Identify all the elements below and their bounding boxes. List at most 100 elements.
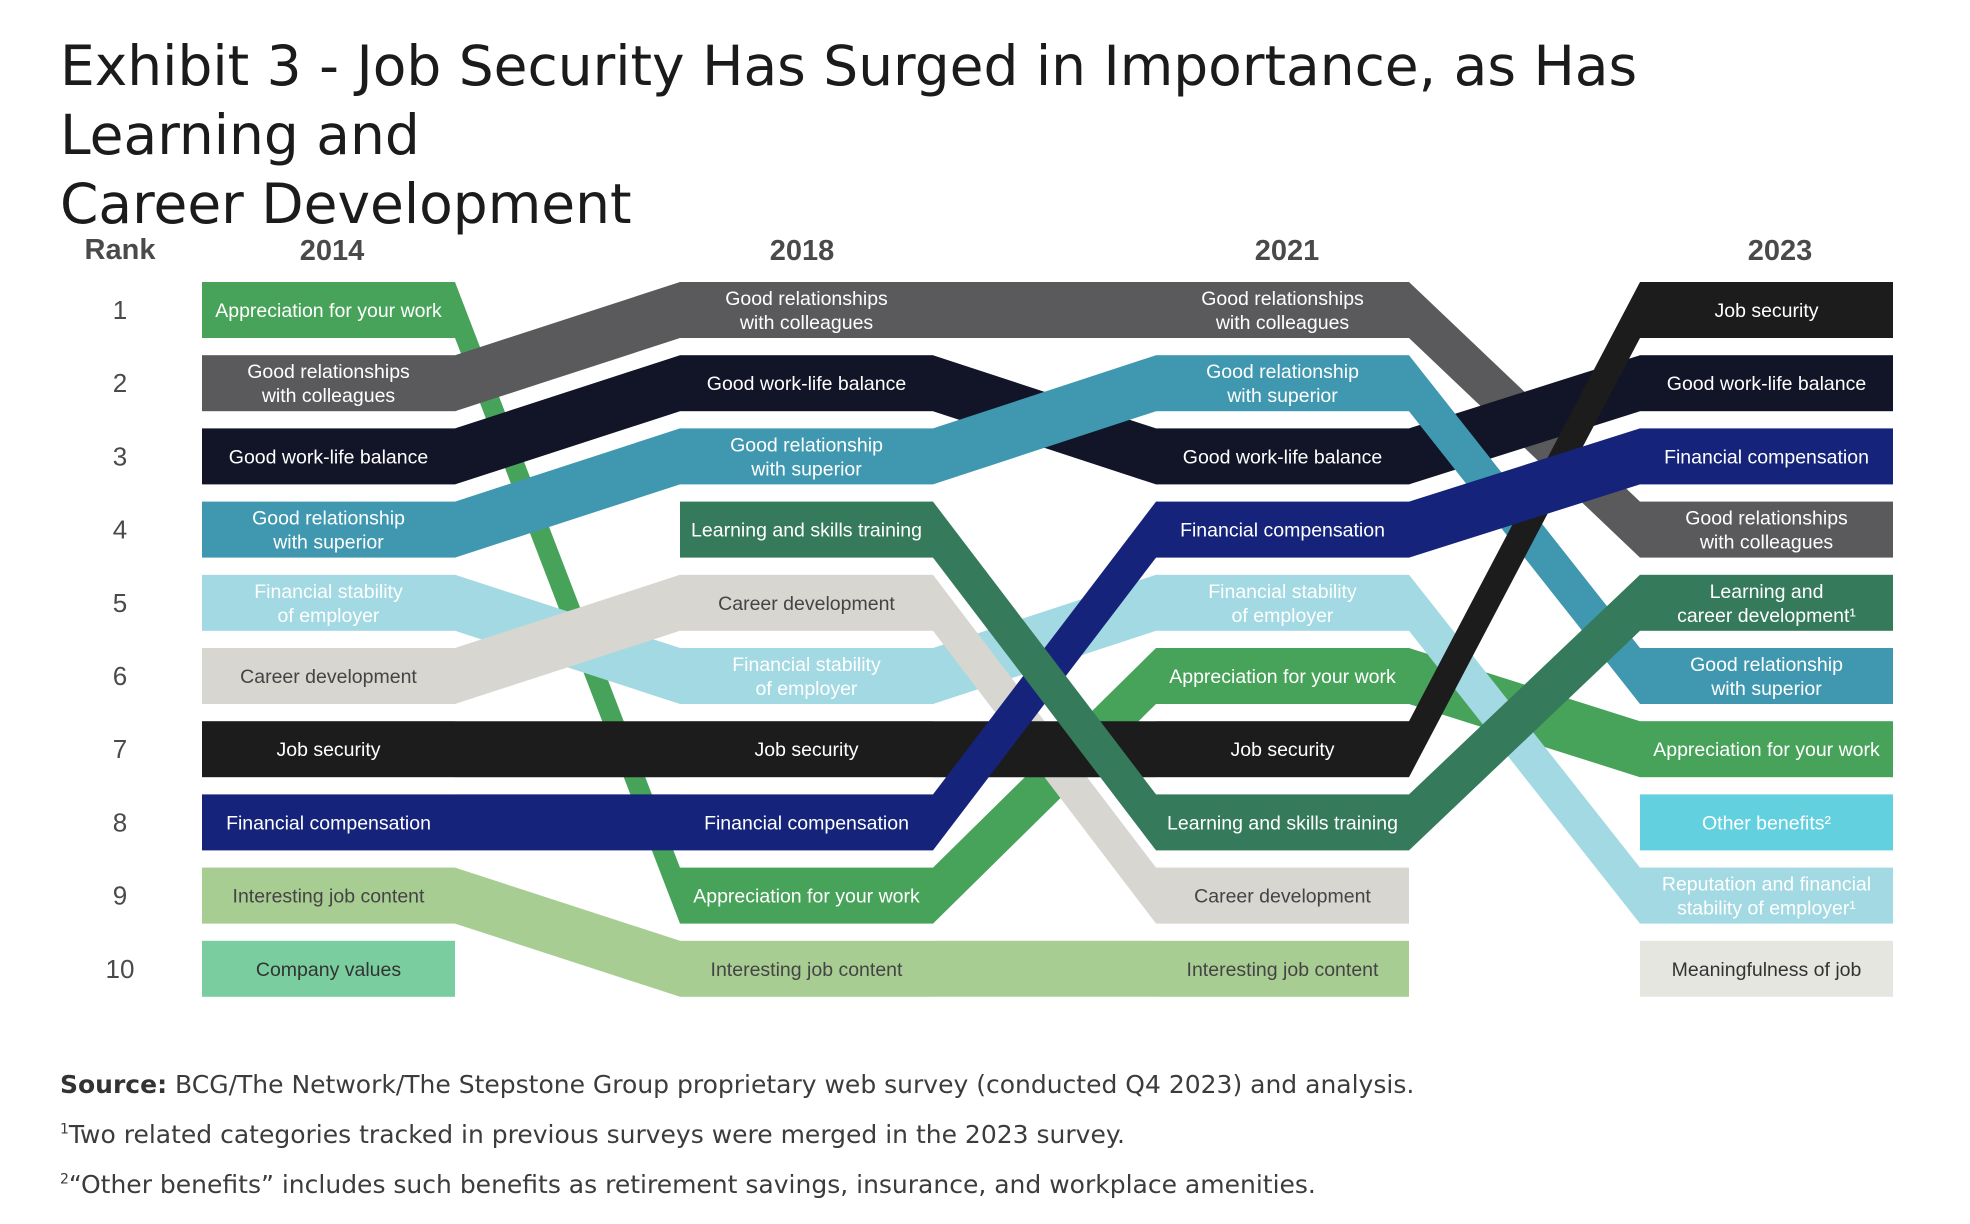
box-career-2021 <box>1156 867 1409 924</box>
ribbon-security <box>455 721 680 778</box>
label-worklife-2023: Good work-life balance <box>1667 373 1866 395</box>
footnote-2-mark: 2 <box>60 1171 69 1188</box>
ribbon-content <box>455 867 680 997</box>
rank-label-2: 2 <box>113 368 127 398</box>
rank-label-5: 5 <box>113 588 127 618</box>
box-security-2023 <box>1640 282 1893 338</box>
box-content-2021 <box>1156 940 1409 997</box>
label-content-2014: Interesting job content <box>233 886 425 908</box>
box-compensation-2018 <box>680 794 933 851</box>
ribbon-career <box>455 574 680 704</box>
label-colleagues-2018: Good relationships with colleagues <box>725 288 888 334</box>
ribbon-content <box>933 940 1156 997</box>
bump-chart: Appreciation for your work Appreciation f… <box>85 234 1893 997</box>
box-compensation-2021 <box>1156 501 1409 558</box>
label-compensation-2021: Financial compensation <box>1180 520 1385 542</box>
label-stability-2021: Financial stability of employer <box>1208 581 1357 627</box>
label-values-2014: Company values <box>256 959 401 981</box>
rank-header: Rank <box>85 234 157 266</box>
box-stability-2014 <box>202 574 455 631</box>
label-career-2018: Career development <box>718 593 895 615</box>
label-security-2023: Job security <box>1714 300 1818 322</box>
box-learning-2023 <box>1640 574 1893 631</box>
rank-label-7: 7 <box>113 734 127 764</box>
label-superior-2023: Good relationship with superior <box>1690 654 1843 700</box>
rank-label-3: 3 <box>113 441 127 471</box>
label-superior-2021: Good relationship with superior <box>1206 361 1359 407</box>
box-career-2018 <box>680 574 933 631</box>
rank-label-1: 1 <box>113 295 127 325</box>
box-colleagues-2014 <box>202 355 455 412</box>
rank-label-6: 6 <box>113 661 127 691</box>
box-colleagues-2018 <box>680 282 933 338</box>
box-stability-2021 <box>1156 574 1409 631</box>
chart-title-line-2: Career Development <box>60 172 632 236</box>
box-meaningful-2023 <box>1640 940 1893 997</box>
box-security-2014 <box>202 721 455 778</box>
box-colleagues-2021 <box>1156 282 1409 338</box>
label-security-2014: Job security <box>276 739 380 761</box>
footnote-1-mark: 1 <box>60 1121 69 1138</box>
ribbon-layer <box>455 282 1640 997</box>
box-worklife-2021 <box>1156 428 1409 485</box>
box-content-2018 <box>680 940 933 997</box>
label-content-2021: Interesting job content <box>1187 959 1379 981</box>
rank-label-10: 10 <box>106 954 135 984</box>
ribbon-colleagues <box>455 282 680 412</box>
label-appreciation-2014: Appreciation for your work <box>215 300 442 322</box>
source-note: Source: BCG/The Network/The Stepstone Gr… <box>60 1066 1860 1104</box>
box-worklife-2023 <box>1640 355 1893 412</box>
box-appreciation-2018 <box>680 867 933 924</box>
label-security-2021: Job security <box>1230 739 1334 761</box>
label-security-2018: Job security <box>754 739 858 761</box>
box-superior-2018 <box>680 428 933 485</box>
source-label: Source: <box>60 1070 168 1099</box>
label-stability-2014: Financial stability of employer <box>254 581 403 627</box>
box-colleagues-2023 <box>1640 501 1893 558</box>
box-superior-2014 <box>202 501 455 558</box>
box-other_benefits-2023 <box>1640 794 1893 851</box>
ribbon-learning <box>933 501 1156 851</box>
box-career-2014 <box>202 648 455 704</box>
box-appreciation-2023 <box>1640 721 1893 778</box>
box-values-2014 <box>202 940 455 997</box>
year-header-2021: 2021 <box>1255 235 1320 267</box>
label-compensation-2018: Financial compensation <box>704 812 909 834</box>
ribbon-superior <box>933 355 1156 485</box>
box-worklife-2018 <box>680 355 933 412</box>
source-text: BCG/The Network/The Stepstone Group prop… <box>175 1070 1415 1099</box>
label-content-2018: Interesting job content <box>711 959 903 981</box>
box-learning-2018 <box>680 501 933 558</box>
box-appreciation-2021 <box>1156 648 1409 704</box>
rank-label-9: 9 <box>113 881 127 911</box>
label-stability-2023: Reputation and financial stability of emp… <box>1662 874 1871 920</box>
label-appreciation-2021: Appreciation for your work <box>1169 666 1396 688</box>
box-security-2021 <box>1156 721 1409 778</box>
label-superior-2014: Good relationship with superior <box>252 508 405 554</box>
label-compensation-2023: Financial compensation <box>1664 446 1869 468</box>
rank-label-4: 4 <box>113 515 127 545</box>
box-appreciation-2014 <box>202 282 455 338</box>
label-compensation-2014: Financial compensation <box>226 812 431 834</box>
box-worklife-2014 <box>202 428 455 485</box>
box-compensation-2023 <box>1640 428 1893 485</box>
box-learning-2021 <box>1156 794 1409 851</box>
label-appreciation-2018: Appreciation for your work <box>693 886 920 908</box>
label-colleagues-2014: Good relationships with colleagues <box>247 361 410 407</box>
footnote-2: 2“Other benefits” includes such benefits… <box>60 1166 1860 1204</box>
ribbon-worklife <box>455 355 680 485</box>
footnote-1-text: Two related categories tracked in previo… <box>68 1120 1126 1149</box>
label-worklife-2021: Good work-life balance <box>1183 446 1382 468</box>
label-worklife-2018: Good work-life balance <box>707 373 906 395</box>
box-compensation-2014 <box>202 794 455 851</box>
label-learning-2018: Learning and skills training <box>691 520 922 542</box>
label-learning-2023: Learning and career development¹ <box>1677 581 1856 627</box>
label-worklife-2014: Good work-life balance <box>229 446 428 468</box>
footnotes: Source: BCG/The Network/The Stepstone Gr… <box>60 1066 1860 1216</box>
label-career-2014: Career development <box>240 666 417 688</box>
ribbon-learning <box>1409 574 1640 851</box>
label-other_benefits-2023: Other benefits² <box>1702 812 1831 834</box>
box-security-2018 <box>680 721 933 778</box>
label-box-layer: Appreciation for your work Appreciation f… <box>202 282 1893 997</box>
label-stability-2018: Financial stability of employer <box>732 654 881 700</box>
